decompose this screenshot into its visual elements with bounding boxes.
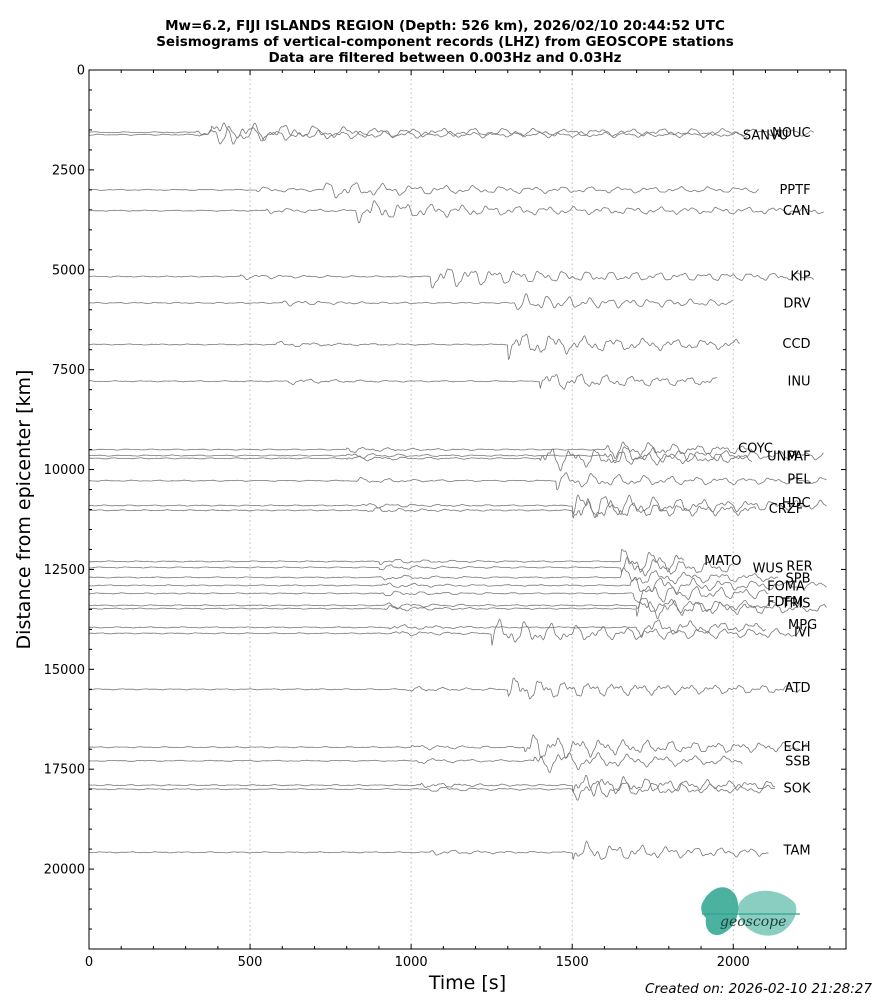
- trace-mpg: [88, 619, 766, 639]
- station-label-ccd: CCD: [782, 337, 810, 352]
- station-label-mpg: MPG: [788, 618, 817, 633]
- station-label-pptf: PPTF: [779, 183, 810, 198]
- x-axis-ticks: 0 500 1000 1500 2000: [85, 70, 831, 970]
- station-label-tam: TAM: [783, 843, 811, 858]
- trace-can: [88, 200, 824, 224]
- x-tick-label: 1500: [556, 955, 589, 970]
- y-tick-label: 10000: [44, 463, 85, 478]
- trace-pptf: [88, 182, 759, 199]
- logo-right-wing: [737, 890, 797, 936]
- x-tick-label: 1000: [395, 955, 428, 970]
- geoscope-logo: geoscope: [701, 887, 800, 936]
- station-label-spb: SPB: [786, 572, 811, 587]
- y-tick-label: 12500: [44, 563, 85, 578]
- trace-ech: [88, 734, 808, 759]
- chart-title: Mw=6.2, FIJI ISLANDS REGION (Depth: 526 …: [0, 18, 890, 66]
- trace-wus: [88, 556, 733, 577]
- station-label-atd: ATD: [785, 681, 811, 696]
- y-tick-label: 0: [77, 64, 85, 79]
- trace-inu: [88, 373, 718, 390]
- trace-crzf: [89, 497, 757, 519]
- trace-ivi: [88, 618, 805, 646]
- trace-nouc: [88, 122, 814, 145]
- trace-sok: [88, 780, 776, 801]
- station-label-sok: SOK: [784, 781, 811, 796]
- station-label-mato: MATO: [704, 554, 741, 569]
- trace-tris: [88, 599, 827, 620]
- trace-hdc: [89, 494, 827, 517]
- trace-ccd: [88, 333, 740, 361]
- y-tick-label: 15000: [44, 663, 85, 678]
- station-label-nouc: NOUC: [772, 126, 811, 141]
- seismic-traces: [88, 122, 827, 860]
- title-line-2: Seismograms of vertical-component record…: [156, 34, 734, 50]
- y-tick-label: 2500: [52, 163, 85, 178]
- station-label-hdc: HDC: [782, 496, 811, 511]
- grid-lines: [249, 70, 734, 949]
- station-label-fdfm: FDFM: [767, 595, 803, 610]
- trace-tam: [88, 840, 769, 860]
- y-tick-label: 20000: [44, 863, 85, 878]
- station-label-paf: PAF: [787, 449, 810, 464]
- station-label-pel: PEL: [787, 473, 811, 488]
- x-axis-label: Time [s]: [428, 972, 506, 994]
- title-line-1: Mw=6.2, FIJI ISLANDS REGION (Depth: 526 …: [165, 18, 725, 34]
- created-on-timestamp: Created on: 2026-02-10 21:28:27: [644, 981, 872, 997]
- station-label-kip: KIP: [790, 270, 810, 285]
- x-tick-label: 500: [238, 955, 263, 970]
- station-label-ech: ECH: [783, 740, 810, 755]
- trace-ssb: [89, 751, 743, 774]
- station-label-drv: DRV: [783, 296, 810, 311]
- trace-atd: [88, 677, 801, 700]
- station-label-crzf: CRZF: [769, 502, 804, 517]
- y-axis-ticks: 0 2500 5000 7500 10000 12500 15000 17500 20000: [44, 64, 846, 950]
- trace-mato: [89, 549, 685, 573]
- trace-pel: [89, 472, 827, 490]
- station-label-tris: TRIS: [781, 596, 811, 611]
- station-label-rer: RER: [786, 560, 812, 575]
- station-label-foma: FOMA: [767, 579, 805, 594]
- trace-sok: [89, 774, 776, 797]
- trace-kip: [88, 268, 814, 289]
- trace-unm: [89, 448, 753, 472]
- station-label-inu: INU: [787, 375, 810, 390]
- trace-paf: [89, 446, 824, 464]
- trace-fdfm: [88, 597, 779, 614]
- trace-spb: [88, 576, 827, 594]
- logo-text: geoscope: [720, 914, 786, 930]
- station-label-ivi: IVI: [794, 626, 811, 641]
- trace-sanvu: [89, 125, 748, 145]
- station-label-sanvu: SANVU: [743, 129, 789, 144]
- y-tick-label: 17500: [44, 763, 85, 778]
- title-line-3: Data are filtered between 0.003Hz and 0.…: [268, 50, 622, 66]
- y-axis-label: Distance from epicenter [km]: [13, 370, 35, 650]
- station-label-unm: UNM: [767, 449, 797, 464]
- trace-drv: [89, 293, 733, 310]
- station-label-can: CAN: [783, 204, 811, 219]
- y-tick-label: 5000: [52, 263, 85, 278]
- x-tick-label: 0: [85, 955, 93, 970]
- station-label-wus: WUS: [753, 561, 784, 576]
- station-label-ssb: SSB: [785, 755, 810, 770]
- logo-left-wing: [701, 887, 739, 936]
- station-label-coyc: COYC: [738, 441, 773, 456]
- x-tick-label: 2000: [717, 955, 750, 970]
- y-tick-label: 7500: [52, 363, 85, 378]
- trace-coyc: [88, 441, 753, 459]
- trace-foma: [88, 586, 769, 603]
- trace-rer: [89, 567, 779, 585]
